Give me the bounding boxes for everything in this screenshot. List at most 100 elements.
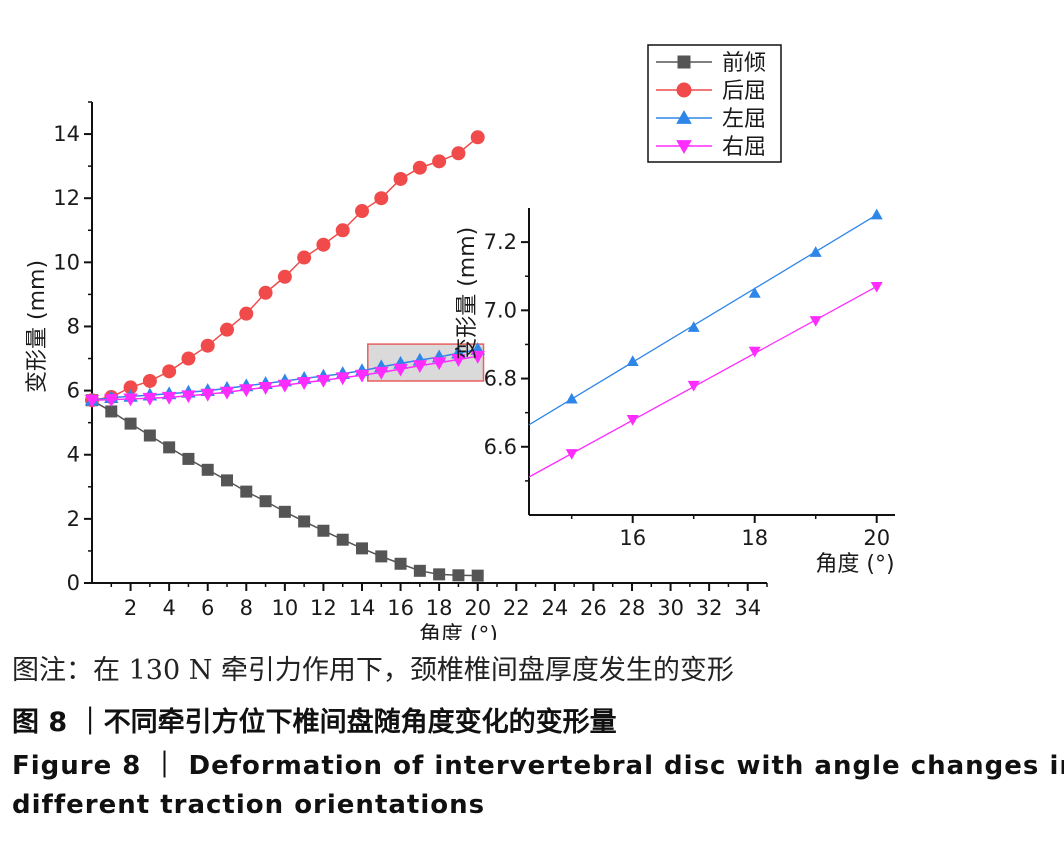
data-point <box>431 357 447 371</box>
legend-marker <box>677 55 691 69</box>
inset-series-2 <box>528 281 883 478</box>
x-tick-label: 28 <box>619 596 646 620</box>
legend-label: 左屈 <box>722 107 766 132</box>
data-point <box>258 381 273 395</box>
y-tick-label: 0 <box>67 571 80 595</box>
x-tick-label: 30 <box>657 596 684 620</box>
x-tick-label: 10 <box>271 596 298 620</box>
inset-data-point <box>565 392 578 404</box>
inset-y-axis-title: 变形量 (mm) <box>455 227 480 360</box>
data-point <box>239 306 254 321</box>
data-point <box>277 379 293 393</box>
series-line <box>91 399 478 577</box>
data-point <box>412 360 428 374</box>
data-point <box>182 452 195 465</box>
data-point <box>375 550 388 563</box>
data-point <box>354 369 370 383</box>
figure-title-cn: 图 8 ｜不同牵引方位下椎间盘随角度变化的变形量 <box>12 707 617 738</box>
data-point <box>84 394 100 408</box>
inset-data-point <box>626 414 639 426</box>
data-point <box>433 568 446 581</box>
legend-item: 右屈 <box>656 135 766 160</box>
y-tick-label: 4 <box>67 443 80 467</box>
data-point <box>412 160 427 175</box>
legend-box <box>647 44 782 163</box>
inset-data-point <box>687 321 700 332</box>
data-point <box>200 388 215 402</box>
x-tick-label: 34 <box>734 596 761 620</box>
data-point <box>163 441 176 454</box>
data-point <box>143 429 156 442</box>
inset-x-tick-label: 20 <box>863 526 890 550</box>
data-point <box>142 392 158 406</box>
data-point <box>240 485 253 498</box>
data-point <box>219 386 235 400</box>
data-point <box>297 250 312 265</box>
data-point <box>393 171 408 186</box>
data-point <box>298 515 311 528</box>
inset-series-line <box>528 214 878 426</box>
inset-data-point <box>748 346 761 358</box>
inset-y-tick-label: 6.8 <box>484 367 517 391</box>
x-axis-title: 角度 (°) <box>419 623 498 640</box>
data-point <box>432 154 447 169</box>
data-point <box>220 322 234 337</box>
data-point <box>393 363 408 377</box>
data-point <box>105 405 118 418</box>
x-tick-label: 24 <box>541 596 568 620</box>
inset-series-1 <box>528 208 883 426</box>
inset-y-tick-label: 7.0 <box>484 298 517 322</box>
data-point <box>471 569 484 582</box>
x-tick-label: 12 <box>310 596 337 620</box>
inset-x-tick-label: 16 <box>619 526 646 550</box>
data-point <box>142 373 157 388</box>
data-point <box>181 351 196 366</box>
data-point <box>316 374 331 388</box>
data-point <box>259 495 272 508</box>
data-point <box>278 505 291 518</box>
legend-label: 前倾 <box>722 51 766 76</box>
legend-marker <box>676 140 692 155</box>
inset-data-point <box>626 355 639 366</box>
inset-data-point <box>870 208 883 220</box>
data-point <box>355 204 369 219</box>
data-point <box>335 223 350 238</box>
inset-data-point <box>748 287 761 298</box>
legend-marker <box>676 82 692 98</box>
inset-x-tick-label: 18 <box>741 526 768 550</box>
inset-y-tick-label: 6.6 <box>484 435 517 459</box>
legend-label: 右屈 <box>722 135 766 160</box>
data-point <box>316 237 331 252</box>
inset-data-point <box>687 380 700 392</box>
data-point <box>470 130 485 145</box>
y-tick-label: 8 <box>67 314 80 338</box>
inset-background <box>529 208 895 515</box>
legend-item: 前倾 <box>656 51 766 76</box>
x-tick-label: 26 <box>580 596 607 620</box>
data-point <box>221 474 233 487</box>
data-point <box>162 364 177 379</box>
data-point <box>451 354 466 367</box>
data-point <box>239 384 254 398</box>
legend-item: 左屈 <box>656 107 766 132</box>
x-tick-label: 6 <box>201 596 214 620</box>
legend-item: 后屈 <box>656 79 766 104</box>
data-point <box>277 269 292 284</box>
x-tick-label: 20 <box>464 596 491 620</box>
inset-data-point <box>809 246 822 257</box>
data-point <box>356 542 368 555</box>
data-point <box>200 338 215 353</box>
data-point <box>413 564 426 577</box>
data-point <box>336 533 349 546</box>
x-tick-label: 16 <box>387 596 414 620</box>
data-point <box>374 366 389 380</box>
legend-label: 后屈 <box>722 79 766 104</box>
data-point <box>161 391 177 405</box>
data-point <box>452 569 465 582</box>
data-point <box>123 393 138 407</box>
x-tick-label: 4 <box>162 596 175 620</box>
x-tick-label: 2 <box>124 596 137 620</box>
data-point <box>104 394 119 408</box>
